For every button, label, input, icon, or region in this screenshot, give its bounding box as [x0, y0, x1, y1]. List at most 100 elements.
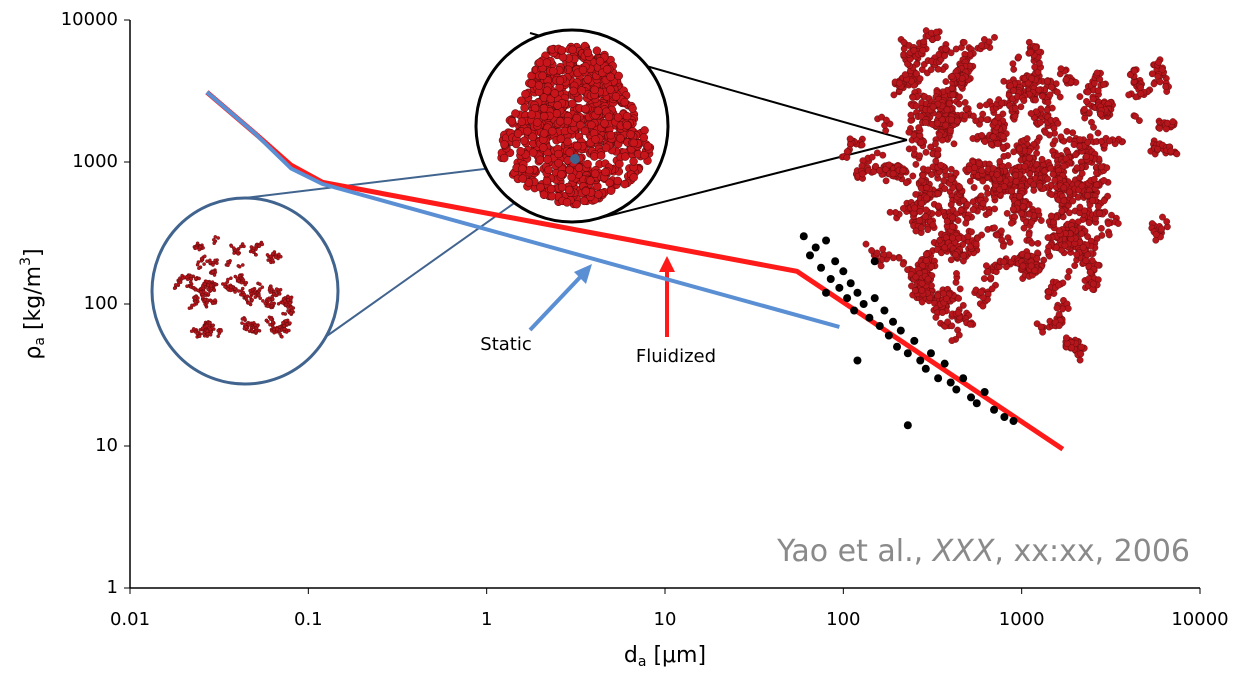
particle [962, 105, 970, 113]
particle [1093, 69, 1101, 77]
citation: Yao et al., XXX, xx:xx, 2006 [776, 534, 1190, 569]
scatter-point [934, 374, 943, 383]
y-label-sub: a [32, 337, 48, 346]
particle [921, 213, 929, 220]
particle [902, 179, 910, 187]
scatter-point [853, 356, 862, 365]
particle [912, 102, 920, 110]
scatter-point [843, 294, 852, 303]
particle [1069, 197, 1077, 205]
particle [1081, 105, 1088, 113]
particle [253, 323, 258, 327]
particle [265, 253, 270, 257]
particle [1098, 231, 1106, 239]
particle [594, 190, 603, 199]
particle [1152, 231, 1160, 238]
particle [643, 142, 653, 151]
particle [640, 150, 649, 160]
particle [979, 302, 987, 310]
particle [622, 111, 632, 121]
particle [270, 251, 275, 256]
particle [189, 277, 194, 281]
particle [939, 309, 946, 316]
particle [1089, 197, 1096, 205]
particle [941, 185, 949, 193]
particle [1132, 112, 1139, 120]
particle [966, 177, 974, 185]
particle [580, 126, 590, 136]
particle [932, 140, 939, 148]
particle [556, 134, 566, 143]
particle [1086, 268, 1094, 276]
particle [185, 284, 189, 289]
particle [581, 187, 591, 196]
scatter-point [805, 251, 814, 260]
particle [1020, 224, 1028, 232]
particle [521, 89, 530, 99]
scatter-point [839, 267, 848, 276]
particle [918, 224, 925, 232]
particle [500, 140, 509, 149]
particle [1037, 119, 1044, 126]
particle [1097, 163, 1105, 171]
particle [1108, 211, 1115, 219]
particle [983, 116, 991, 124]
particle [538, 71, 547, 81]
particle [1076, 203, 1084, 211]
particle [932, 313, 940, 321]
particle [1104, 220, 1112, 228]
particle [964, 232, 972, 240]
particle [268, 322, 272, 327]
particle [250, 298, 254, 302]
particle [1155, 58, 1162, 66]
particle [286, 309, 290, 313]
particle [1032, 96, 1039, 104]
particle [534, 81, 544, 90]
particle [272, 327, 277, 332]
particle [1010, 148, 1018, 156]
scatter-point [1009, 416, 1018, 425]
particle [1066, 188, 1073, 196]
particle [922, 206, 930, 214]
particle [989, 133, 997, 141]
particle [1060, 162, 1068, 170]
particle [202, 254, 207, 259]
particle [243, 322, 247, 327]
particle [629, 138, 639, 148]
particle [1082, 257, 1090, 265]
scatter-point [884, 331, 893, 340]
particle [1065, 267, 1073, 275]
particle [949, 91, 957, 99]
y-tick-label: 100 [84, 293, 118, 314]
particle [985, 38, 993, 46]
particle [271, 292, 276, 296]
particle [1167, 147, 1175, 155]
particle [577, 86, 586, 95]
particle [219, 329, 223, 333]
particle [172, 286, 177, 291]
particle [1094, 87, 1102, 95]
y-tick-label: 10 [95, 435, 118, 456]
particle [1077, 350, 1085, 358]
particle [270, 320, 275, 325]
particle [960, 252, 967, 260]
particle [988, 285, 996, 293]
particle [1012, 177, 1020, 185]
particle [552, 109, 562, 118]
particle [572, 113, 582, 123]
particle [923, 184, 930, 192]
particle [213, 235, 218, 239]
particle [1114, 220, 1122, 227]
particle [568, 45, 577, 55]
particle [539, 111, 549, 121]
particle [592, 46, 602, 55]
particle [984, 189, 991, 197]
particle [266, 304, 270, 309]
particle [527, 110, 536, 119]
particle [282, 323, 287, 328]
particle [901, 71, 909, 79]
scatter-point [972, 399, 981, 408]
particle [953, 117, 961, 125]
particle [970, 184, 978, 191]
